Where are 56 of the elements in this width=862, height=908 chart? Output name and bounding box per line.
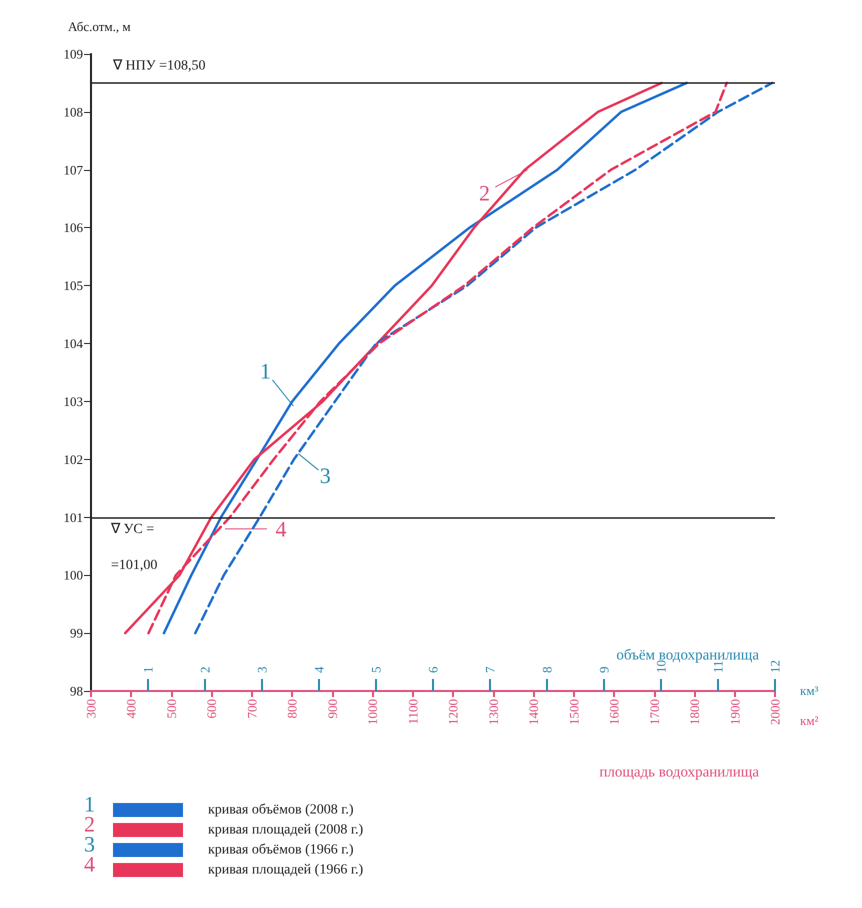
x2-tick-label: 5: [368, 666, 384, 673]
y-tick-label: 102: [64, 452, 83, 467]
x2-tick-label: 2: [198, 666, 212, 673]
y-tick-label: 104: [64, 336, 84, 352]
x2-tick-label: 9: [596, 666, 612, 673]
y-tick-label: 107: [64, 162, 84, 178]
text: ∇ УС = =101,00: [111, 522, 158, 573]
text: км²: [800, 713, 819, 728]
y-tick-label: 108: [64, 104, 83, 120]
y-tick-label: 103: [64, 394, 83, 409]
y-tick-label: 100: [64, 568, 83, 583]
x-tick-label: 1500: [566, 699, 582, 725]
x-tick-label: 600: [204, 699, 220, 718]
y-axis-title: Абс.отм., м: [68, 19, 131, 34]
x-tick-label: 300: [84, 699, 98, 718]
x-tick-label: 2000: [768, 699, 782, 725]
y-tick-label: 101: [64, 510, 83, 525]
annotation: 4: [275, 516, 286, 542]
x-tick-label: 1000: [365, 699, 380, 725]
legend-label: кривая объёмов (2008 г.): [208, 802, 354, 818]
x-tick-label: 1300: [486, 699, 501, 725]
x2-tick-label: 6: [426, 666, 440, 673]
x2-tick-label: 4: [312, 666, 326, 673]
x2-tick-label: 12: [768, 660, 782, 673]
x-axis-title: площадь водохранилища: [599, 764, 760, 780]
y-tick-label: 105: [64, 278, 83, 294]
annotation: 3: [320, 463, 331, 488]
legend-label: кривая площадей (1966 г.): [208, 862, 364, 878]
x-tick-label: 700: [244, 699, 260, 718]
x2-tick-label: 10: [654, 660, 668, 673]
x-tick-label: 1200: [446, 699, 461, 725]
x-tick-label: 1400: [526, 699, 542, 725]
x2-tick-label: 3: [254, 666, 270, 673]
text: км³: [800, 683, 819, 698]
annotation: 1: [260, 358, 271, 384]
x-tick-label: 1800: [687, 699, 702, 725]
x2-tick-label: 1: [140, 666, 156, 673]
x-tick-label: 400: [124, 699, 139, 718]
x2-tick-label: 11: [710, 660, 726, 673]
x-tick-label: 1100: [405, 699, 420, 725]
annotation: 2: [479, 180, 490, 206]
x-tick-label: 1900: [727, 699, 742, 725]
y-tick-label: 99: [70, 626, 83, 641]
y-tick-label: 98: [70, 684, 83, 698]
legend-label: кривая объёмов (1966 г.): [208, 842, 354, 858]
x-tick-label: 900: [324, 699, 340, 718]
x2-tick-label: 8: [540, 666, 554, 673]
x-tick-label: 1600: [606, 699, 622, 725]
legend-label: кривая площадей (2008 г.): [208, 822, 364, 838]
ref-line-label: ∇ НПУ =108,50: [112, 58, 206, 74]
x2-tick-label: 7: [482, 666, 498, 673]
y-tick-label: 106: [64, 220, 84, 236]
y-tick-label: 109: [64, 46, 83, 62]
x-tick-label: 1700: [646, 699, 662, 725]
x-tick-label: 800: [284, 699, 300, 718]
x-tick-label: 500: [164, 699, 179, 718]
